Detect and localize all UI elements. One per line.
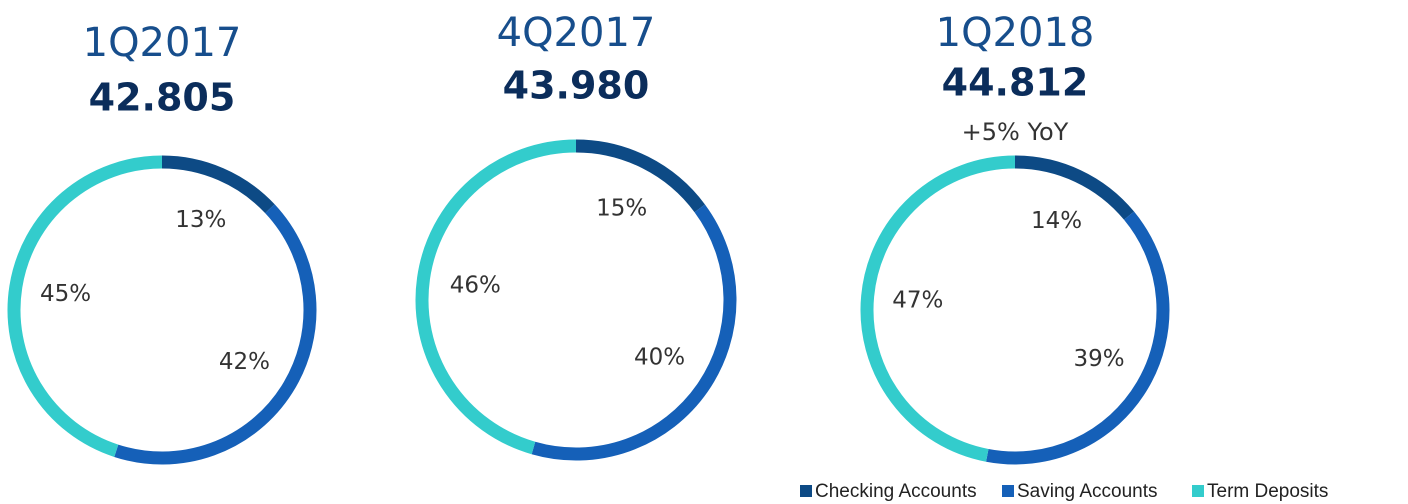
- legend-swatch: [1192, 485, 1204, 497]
- chart-subtitle: 43.980: [503, 64, 650, 108]
- segment-label: 47%: [892, 287, 943, 313]
- donut-segment: [7, 155, 163, 457]
- donut-segment: [531, 204, 737, 461]
- segment-label: 15%: [596, 196, 647, 222]
- segment-label: 14%: [1031, 208, 1082, 234]
- legend-label: Term Deposits: [1207, 481, 1328, 502]
- legend-swatch: [800, 485, 812, 497]
- donut-segment: [161, 155, 275, 214]
- donut-segment: [1014, 155, 1135, 220]
- segment-label: 42%: [219, 349, 270, 375]
- segment-label: 46%: [450, 272, 501, 298]
- legend-label: Saving Accounts: [1017, 481, 1157, 502]
- legend-swatch: [1002, 485, 1014, 497]
- chart-subtitle: 44.812: [942, 61, 1089, 105]
- donut-segment: [575, 139, 705, 213]
- annotation: +5% YoY: [962, 118, 1069, 146]
- segment-label: 39%: [1074, 346, 1125, 372]
- legend-label: Checking Accounts: [815, 481, 977, 502]
- chart-title: 1Q2018: [936, 10, 1095, 56]
- donut-segment: [860, 155, 1016, 462]
- chart-title: 1Q2017: [83, 20, 242, 66]
- segment-label: 40%: [634, 344, 685, 370]
- chart-title: 4Q2017: [497, 10, 656, 56]
- segment-label: 13%: [175, 207, 226, 233]
- donut-segment: [415, 139, 577, 455]
- segment-label: 45%: [40, 281, 91, 307]
- donut-segment: [986, 211, 1170, 465]
- donut-segment: [114, 204, 317, 465]
- chart-subtitle: 42.805: [89, 76, 236, 120]
